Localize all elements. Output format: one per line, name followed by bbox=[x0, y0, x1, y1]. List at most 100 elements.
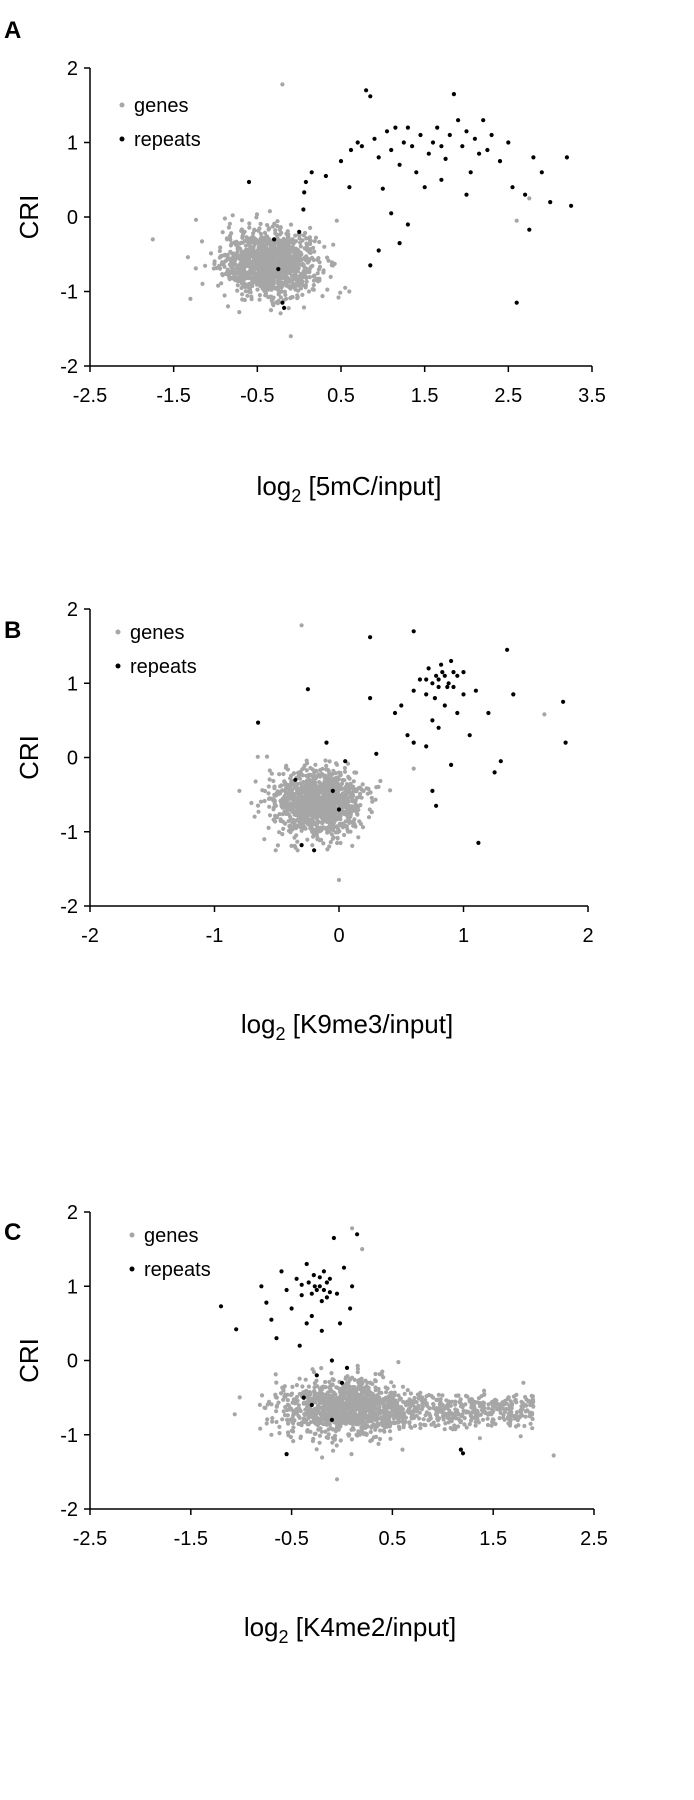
gene-point bbox=[310, 813, 315, 818]
gene-point bbox=[288, 222, 294, 227]
gene-point bbox=[289, 1428, 294, 1433]
y-tick-label: 1 bbox=[67, 673, 78, 695]
gene-point bbox=[338, 1404, 343, 1409]
repeat-point bbox=[523, 192, 528, 197]
gene-point bbox=[273, 1392, 278, 1397]
gene-point bbox=[305, 837, 310, 842]
gene-point bbox=[329, 260, 335, 265]
panel-label-c: C bbox=[4, 1219, 21, 1246]
gene-point bbox=[350, 1425, 355, 1430]
gene-point bbox=[246, 263, 251, 268]
gene-point bbox=[435, 1397, 440, 1402]
gene-point bbox=[387, 1429, 393, 1434]
gene-point bbox=[289, 843, 294, 849]
gene-point bbox=[416, 1396, 421, 1401]
repeat-point bbox=[531, 155, 536, 160]
gene-point bbox=[292, 1418, 297, 1423]
gene-point bbox=[323, 826, 329, 831]
x-axis-label-subscript: 2 bbox=[276, 1024, 286, 1044]
gene-point bbox=[278, 784, 283, 789]
gene-point bbox=[286, 1433, 291, 1438]
gene-point bbox=[258, 799, 264, 804]
gene-point bbox=[337, 821, 342, 827]
gene-point bbox=[528, 1402, 533, 1408]
gene-point bbox=[443, 1421, 448, 1426]
gene-point bbox=[388, 1401, 393, 1406]
gene-point bbox=[369, 1418, 374, 1424]
gene-point bbox=[530, 1416, 535, 1422]
gene-point bbox=[313, 776, 318, 781]
repeat-point bbox=[424, 677, 429, 682]
repeat-point bbox=[510, 185, 515, 190]
gene-point bbox=[524, 1397, 529, 1402]
gene-point bbox=[350, 1385, 355, 1390]
gene-point bbox=[378, 1410, 383, 1415]
gene-point bbox=[396, 1424, 402, 1429]
gene-point bbox=[363, 1424, 368, 1429]
gene-point bbox=[277, 232, 283, 237]
gene-point bbox=[243, 289, 248, 294]
gene-point bbox=[297, 806, 302, 812]
panel-a: A 210-1-2-2.5 -1.5 -0.5 0.5 1.5 2.5 3.5CRIlog2… bbox=[4, 17, 606, 506]
gene-point bbox=[291, 241, 296, 246]
repeat-point bbox=[476, 840, 481, 846]
repeat-point bbox=[376, 248, 381, 253]
x-tick-label: 1 bbox=[458, 925, 469, 947]
repeat-point bbox=[477, 151, 482, 156]
gene-point bbox=[263, 1405, 268, 1411]
gene-point bbox=[274, 300, 279, 305]
repeat-point bbox=[274, 1336, 279, 1341]
gene-point bbox=[266, 784, 271, 789]
repeat-point bbox=[481, 118, 486, 123]
gene-point bbox=[237, 310, 242, 315]
gene-point bbox=[308, 225, 313, 230]
gene-point bbox=[275, 279, 280, 284]
gene-point bbox=[330, 815, 335, 821]
repeat-point bbox=[321, 1287, 326, 1293]
gene-point bbox=[252, 228, 257, 233]
repeat-point bbox=[564, 155, 570, 160]
gene-point bbox=[518, 1434, 523, 1439]
gene-point bbox=[530, 1394, 536, 1399]
gene-point bbox=[458, 1419, 464, 1424]
legend-marker-repeats bbox=[119, 136, 125, 142]
repeat-point bbox=[279, 1269, 284, 1274]
repeat-point bbox=[418, 132, 423, 138]
gene-point bbox=[339, 1415, 344, 1420]
gene-point bbox=[342, 769, 348, 774]
gene-point bbox=[288, 286, 293, 291]
gene-point bbox=[316, 804, 321, 809]
gene-point bbox=[529, 1410, 534, 1415]
gene-point bbox=[270, 268, 275, 273]
gene-point bbox=[299, 623, 304, 628]
gene-point bbox=[262, 837, 267, 842]
repeat-point bbox=[314, 1287, 319, 1293]
gene-point bbox=[319, 1429, 324, 1434]
gene-point bbox=[317, 1390, 322, 1396]
gene-point bbox=[293, 233, 298, 238]
gene-point bbox=[366, 1397, 371, 1402]
gene-point bbox=[445, 1402, 450, 1407]
y-tick-label: -1 bbox=[60, 1425, 78, 1447]
repeat-point bbox=[327, 1290, 332, 1295]
gene-point bbox=[272, 221, 277, 226]
gene-point bbox=[243, 284, 248, 290]
gene-point bbox=[262, 798, 267, 804]
gene-point bbox=[265, 1417, 270, 1422]
gene-point bbox=[343, 1375, 349, 1380]
repeat-point bbox=[461, 670, 466, 675]
gene-point bbox=[316, 1421, 321, 1426]
y-tick-label: 0 bbox=[67, 207, 78, 229]
repeat-point bbox=[397, 241, 402, 246]
gene-point bbox=[258, 231, 263, 236]
gene-point bbox=[300, 292, 305, 297]
gene-point bbox=[293, 239, 299, 244]
x-axis-label-rest: [5mC/input] bbox=[301, 471, 441, 501]
repeat-point bbox=[417, 677, 422, 682]
gene-point bbox=[511, 1394, 516, 1399]
gene-point bbox=[516, 1423, 521, 1428]
gene-point bbox=[150, 237, 155, 242]
gene-point bbox=[413, 1423, 418, 1428]
repeat-point bbox=[414, 170, 419, 175]
